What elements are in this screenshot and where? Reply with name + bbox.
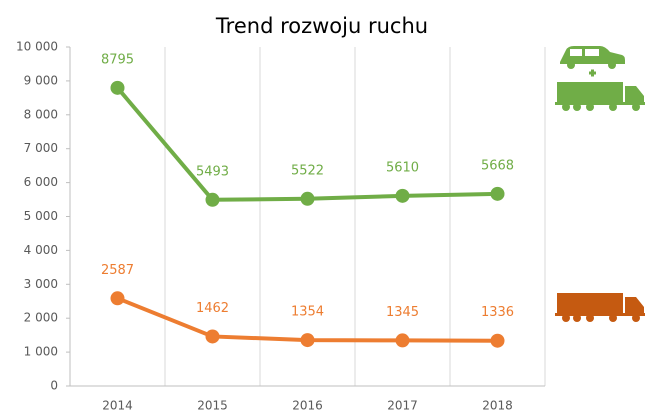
y-tick-label: 0	[50, 379, 58, 393]
series-line	[115, 86, 498, 202]
data-label: 5610	[386, 160, 419, 175]
chart-title: Trend rozwoju ruchu	[215, 14, 428, 38]
y-tick-label: 6 000	[24, 175, 58, 189]
y-tick-label: 2 000	[24, 311, 58, 325]
truck-icon	[555, 82, 645, 111]
marker	[110, 80, 125, 95]
marker	[300, 333, 315, 348]
data-label: 1336	[481, 305, 514, 320]
legend-icons	[555, 46, 645, 322]
y-tick-label: 8 000	[24, 107, 58, 121]
data-label: 1345	[386, 305, 419, 320]
marker	[395, 188, 410, 203]
marker	[205, 329, 220, 344]
data-label: 5522	[291, 163, 324, 178]
marker	[490, 186, 505, 201]
x-tick-label: 2016	[292, 399, 323, 413]
y-tick-label: 7 000	[24, 141, 58, 155]
plus-icon	[589, 69, 596, 77]
data-label: 1354	[291, 305, 324, 320]
y-tick-label: 4 000	[24, 243, 58, 257]
y-tick-label: 10 000	[16, 40, 58, 54]
y-tick-label: 1 000	[24, 345, 58, 359]
marker	[490, 333, 505, 348]
y-tick-label: 3 000	[24, 277, 58, 291]
marker	[110, 291, 125, 306]
x-tick-label: 2015	[197, 399, 228, 413]
x-tick-label: 2017	[387, 399, 418, 413]
y-tick-label: 9 000	[24, 73, 58, 87]
x-tick-label: 2014	[102, 399, 133, 413]
data-label: 8795	[101, 52, 134, 67]
data-label: 5668	[481, 158, 514, 173]
y-tick-label: 5 000	[24, 209, 58, 223]
data-label: 1462	[196, 301, 229, 316]
data-label: 5493	[196, 164, 229, 179]
car-icon	[560, 46, 625, 69]
data-label: 2587	[101, 263, 134, 278]
marker	[395, 333, 410, 348]
truck-icon	[555, 293, 645, 322]
x-tick-label: 2018	[482, 399, 513, 413]
marker	[205, 192, 220, 207]
marker	[300, 191, 315, 206]
